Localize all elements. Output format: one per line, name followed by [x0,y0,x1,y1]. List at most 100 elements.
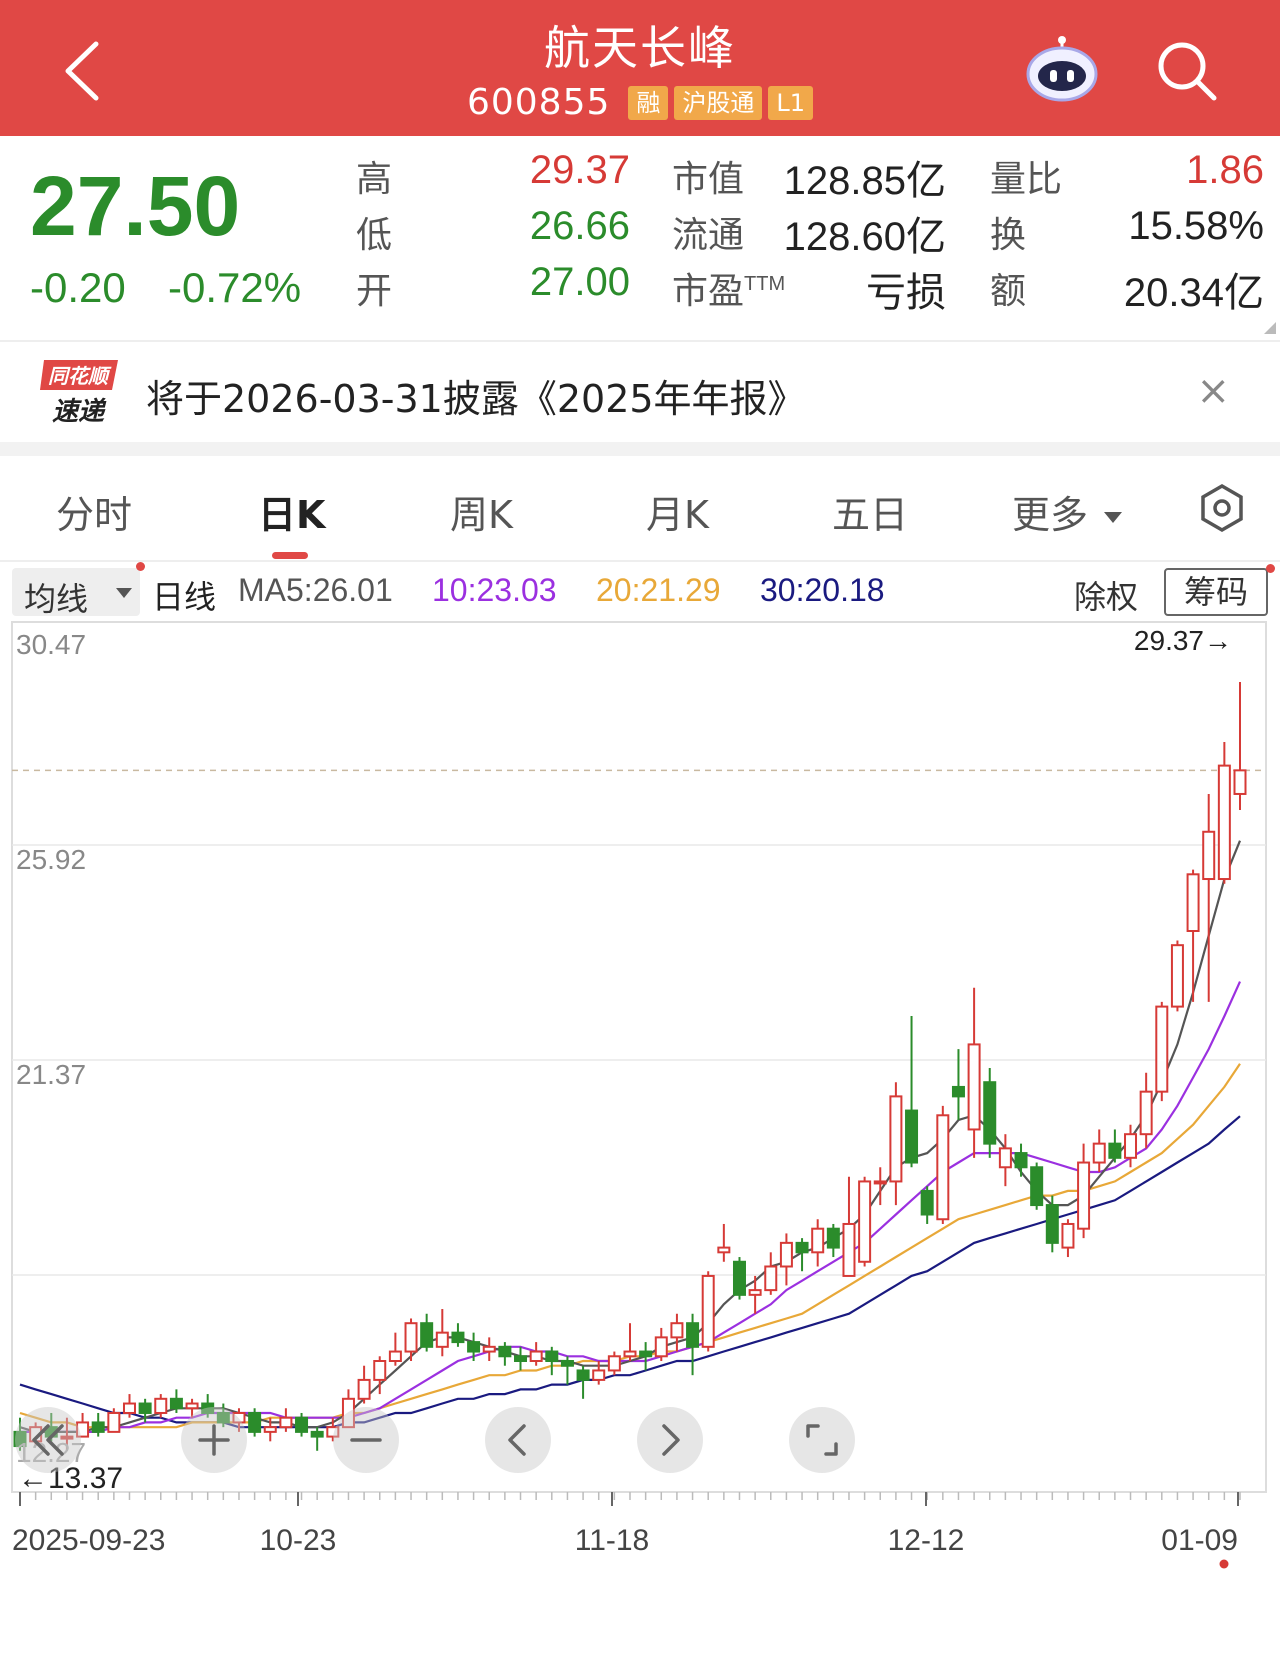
back-arrow-icon[interactable] [56,36,116,106]
candle [529,1342,543,1366]
scroll-left-button[interactable] [15,1407,81,1473]
candle-body [388,1350,402,1362]
candle [717,1223,731,1262]
fullscreen-button[interactable] [789,1407,855,1473]
notice-banner[interactable]: 同花顺 速递 将于2026-03-31披露《2025年年报》 × [0,342,1280,442]
candle-body [1186,873,1200,933]
candle [795,1238,809,1272]
chevron-down-icon [116,588,132,598]
candle-body [1030,1166,1044,1207]
step-right-button[interactable] [637,1407,703,1473]
zoom-out-button[interactable] [333,1407,399,1473]
tab-more-label: 更多 [1012,493,1089,537]
candle [1233,681,1247,811]
ma-select-label: 均线 [24,580,89,618]
candle-body [122,1402,136,1414]
candle [1170,940,1184,1012]
corner-stroke [806,1424,820,1438]
candle-body [905,1109,919,1164]
divider [0,340,1280,342]
candle [498,1342,512,1366]
tab-more[interactable]: 更多 [1012,484,1123,539]
candle [951,1049,965,1121]
candle [482,1337,496,1361]
tab-intraday[interactable]: 分时 [56,493,133,537]
candle-body [623,1350,637,1358]
candle-body [138,1402,152,1414]
candle [122,1394,136,1418]
candle [826,1223,840,1258]
corner-stroke [824,1442,838,1456]
candlestick-chart[interactable]: 30.4725.9221.3712.2729.37→←13.372025-09-… [0,620,1280,1580]
candle-body [1202,830,1216,881]
pe-label-text: 市盈 [672,271,745,312]
candle [936,1105,950,1224]
candle-body [1061,1222,1075,1249]
candle [1014,1143,1028,1177]
zoom-in-button[interactable] [181,1407,247,1473]
candle [295,1412,309,1437]
candle-body [514,1355,528,1362]
tab-five-day[interactable]: 五日 [832,493,909,537]
mktcap-value: 128.85亿 [783,159,946,203]
x-tick-label: 01-09 [1161,1524,1238,1557]
section-gap [0,442,1280,456]
volratio-label: 量比 [990,159,1063,200]
x-tick-label: 11-18 [575,1524,650,1557]
candle [967,987,981,1158]
search-icon[interactable] [1154,38,1220,104]
candle-body [748,1289,762,1296]
candle [216,1403,230,1428]
dropdown-icon [1104,512,1123,523]
tab-daily-k[interactable]: 日K [258,493,326,537]
candle [732,1257,746,1300]
settings-hexagon-icon[interactable] [1196,482,1248,534]
candle [248,1408,262,1437]
notification-dot [136,562,145,571]
candle-body [435,1331,449,1348]
candle [670,1313,684,1352]
y-tick-label: 30.47 [16,629,86,660]
close-icon[interactable]: × [1196,368,1230,414]
chevron-stroke [32,1424,50,1456]
candle [779,1233,793,1286]
chevron-stroke [46,1424,64,1456]
candle-body [1217,764,1231,881]
quote-panel: 27.50 -0.20 -0.72% 高 低 开 29.37 26.66 27.… [0,136,1280,340]
candle-body [373,1360,387,1381]
candle-body [686,1322,700,1348]
logo-bottom-text: 速递 [52,397,107,427]
candle [858,1176,872,1267]
min-price-marker: ←13.37 [18,1462,123,1495]
candle-body [592,1369,606,1381]
candle-body [1233,769,1247,795]
candle-body [983,1081,997,1145]
chip-distribution-button[interactable]: 筹码 [1164,568,1268,616]
step-left-button[interactable] [485,1407,551,1473]
ex-rights-toggle[interactable]: 除权 [1074,578,1139,616]
current-date-dot [1219,1559,1229,1569]
candle [373,1356,387,1395]
candle [388,1332,402,1366]
candle-body [951,1085,965,1098]
high-label: 高 [356,159,393,200]
candle [435,1309,449,1357]
volratio-value: 1.86 [1186,148,1264,192]
candle-body [1108,1142,1122,1159]
candle-body [639,1350,653,1358]
ma-legend-bar: 均线 日线 MA5:26.01 10:23.03 20:21.29 30:20.… [0,562,1280,620]
tab-monthly-k[interactable]: 月K [646,493,709,537]
robot-assistant-icon[interactable] [1024,34,1100,104]
candle-body [889,1095,903,1183]
button-bg [789,1407,855,1473]
candle [545,1346,559,1376]
candle [76,1412,90,1438]
expand-corner-icon[interactable] [1264,322,1276,334]
candle [592,1361,606,1385]
chevron-right-icon [662,1424,680,1456]
candle-body [232,1411,246,1424]
low-value: 26.66 [529,204,630,248]
tab-weekly-k[interactable]: 周K [450,493,513,537]
ma-select[interactable]: 均线 [12,568,140,618]
candle-body [310,1430,324,1438]
